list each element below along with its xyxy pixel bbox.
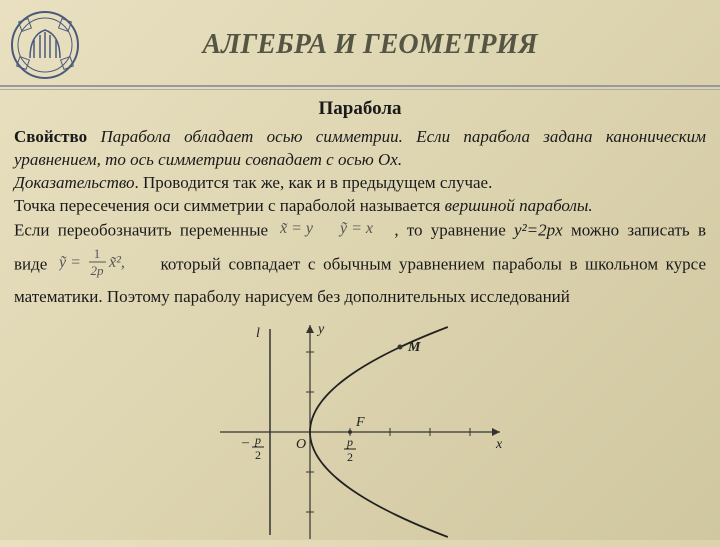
svg-text:y: y [316,322,325,337]
proof-label: Доказательство [14,173,135,192]
svg-text:M: M [407,340,421,355]
svg-text:ỹ =: ỹ = [59,254,81,271]
vertex-text-a: Точка пересечения оси симметрии с парабо… [14,196,445,215]
subst-text-b: , то уравнение [394,220,514,239]
vertex-text-b: вершиной параболы. [445,196,593,215]
slide-body: Свойство Парабола обладает осью симметри… [0,126,720,309]
svg-text:p: p [346,435,353,449]
graph-container: yxlOMF–p2p2 [0,317,720,547]
svg-text:x̃²,: x̃², [108,254,125,271]
svg-text:1: 1 [94,246,101,261]
svg-text:–: – [241,435,250,450]
slide-subtitle: Парабола [0,98,720,120]
svg-text:x̃ = y: x̃ = y [280,220,314,237]
svg-text:l: l [256,326,260,341]
svg-text:x: x [495,437,503,452]
property-text: Парабола обладает осью симметрии. Если п… [14,127,706,169]
proof-text: . Проводится так же, как и в предыдущем … [135,173,493,192]
slide-title: АЛГЕБРА И ГЕОМЕТРИЯ [100,29,700,61]
svg-text:2p: 2p [90,263,104,278]
formula-rewrite: ỹ = 1 2p x̃², [55,245,153,286]
subst-text-a: Если переобозначить переменные [14,220,276,239]
svg-text:ỹ = x: ỹ = x [338,220,373,237]
svg-text:F: F [355,415,365,430]
svg-text:2: 2 [255,448,261,462]
formula-substitution: x̃ = y ỹ = x [276,218,394,245]
parabola-graph: yxlOMF–p2p2 [210,317,510,547]
svg-text:O: O [296,437,306,452]
svg-text:p: p [254,433,261,447]
property-label: Свойство [14,127,87,146]
svg-text:2: 2 [347,450,353,464]
slide-header: АЛГЕБРА И ГЕОМЕТРИЯ [0,0,720,87]
institution-logo [10,10,80,80]
header-rule [0,89,720,90]
equation-y2-2px: y²=2px [514,220,563,239]
